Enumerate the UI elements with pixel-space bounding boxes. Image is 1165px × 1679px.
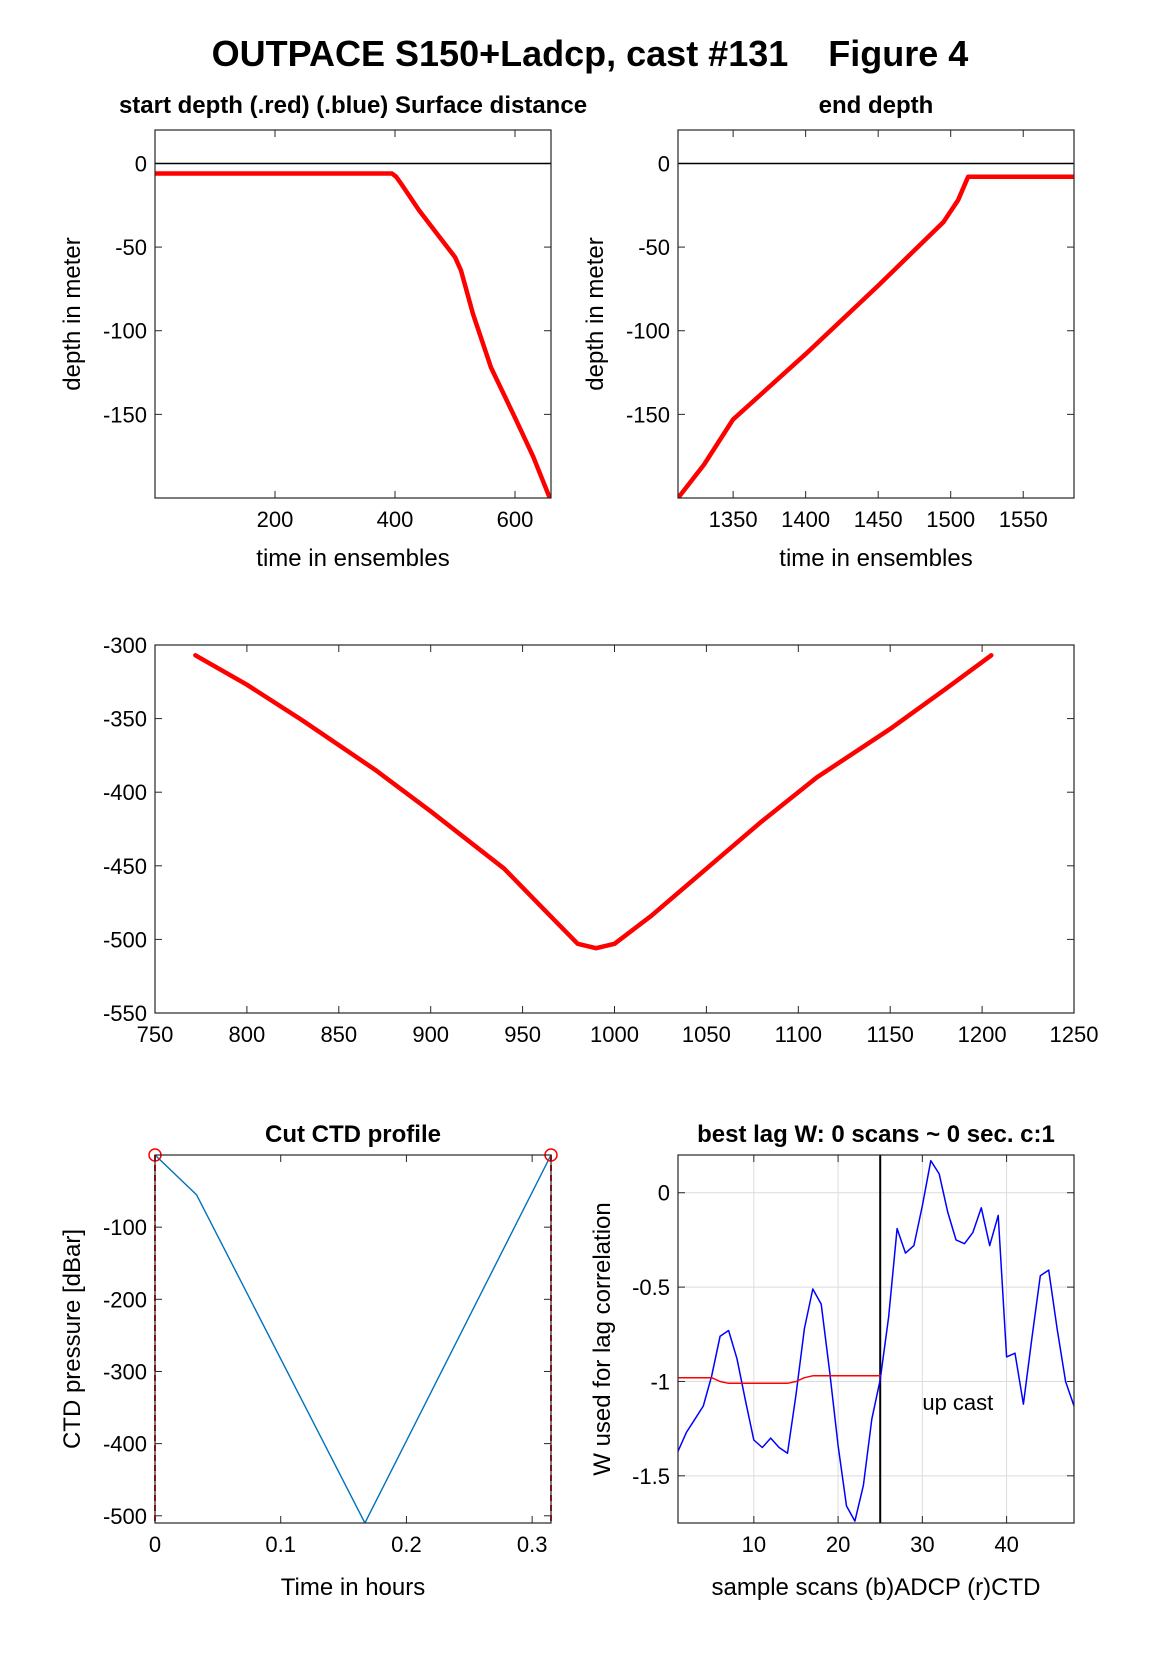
axes-title: start depth (.red) (.blue) Surface dista… bbox=[119, 92, 587, 119]
y-tick-label: -500 bbox=[103, 927, 147, 952]
x-tick-label: 950 bbox=[504, 1022, 541, 1047]
y-tick-label: -150 bbox=[626, 402, 670, 427]
y-tick-label: -1 bbox=[650, 1369, 670, 1394]
x-tick-label: 900 bbox=[412, 1022, 449, 1047]
axes-box bbox=[677, 1154, 1075, 1524]
y-tick-label: -1.5 bbox=[632, 1464, 670, 1489]
y-tick-label: -550 bbox=[103, 1001, 147, 1026]
y-axis-label: W used for lag correlation bbox=[589, 1202, 616, 1475]
x-tick-label: 20 bbox=[826, 1532, 850, 1557]
x-tick-label: 1500 bbox=[926, 507, 975, 532]
series-line-1 bbox=[155, 1155, 551, 1523]
x-tick-label: 0.1 bbox=[265, 1532, 296, 1557]
y-tick-label: 0 bbox=[658, 1181, 670, 1206]
y-tick-label: -50 bbox=[115, 235, 147, 260]
y-tick-label: 0 bbox=[658, 151, 670, 176]
x-tick-label: 0.2 bbox=[391, 1532, 422, 1557]
y-tick-label: 0 bbox=[135, 151, 147, 176]
x-axis-label: time in ensembles bbox=[779, 545, 972, 572]
chart-end: 1350 1400 1450 1500 1550 0 -50 -100 -150 end dept… bbox=[582, 92, 1075, 572]
axes-box bbox=[677, 129, 1075, 499]
x-tick-label: 200 bbox=[257, 507, 294, 532]
annotation-up-cast: up cast bbox=[922, 1390, 993, 1415]
series-line-2 bbox=[678, 1375, 881, 1385]
axes-title: best lag W: 0 scans ~ 0 sec. c:1 bbox=[697, 1121, 1055, 1148]
series-line-1 bbox=[155, 171, 551, 498]
series-line-1 bbox=[678, 1159, 1074, 1522]
x-tick-label: 0.3 bbox=[517, 1532, 548, 1557]
x-tick-label: 30 bbox=[910, 1532, 934, 1557]
x-axis-label: time in ensembles bbox=[256, 545, 449, 572]
series-line-1 bbox=[678, 174, 1074, 498]
figure-title: OUTPACE S150+Ladcp, cast #131 Figure 4 bbox=[212, 33, 969, 74]
x-tick-label: 1050 bbox=[682, 1022, 731, 1047]
y-tick-label: -300 bbox=[103, 1359, 147, 1384]
chart-ctd: 0 0.1 0.2 0.3 -100 -200 -300 -400 -500 Cut CTD pr… bbox=[59, 1121, 558, 1601]
y-tick-label: -50 bbox=[638, 235, 670, 260]
y-tick-label: -100 bbox=[626, 319, 670, 344]
y-tick-label: -100 bbox=[103, 1215, 147, 1240]
x-tick-label: 600 bbox=[497, 507, 534, 532]
x-tick-label: 1400 bbox=[781, 507, 830, 532]
y-tick-label: -300 bbox=[103, 633, 147, 658]
y-tick-label: -400 bbox=[103, 780, 147, 805]
y-tick-label: -450 bbox=[103, 854, 147, 879]
x-tick-label: 40 bbox=[994, 1532, 1018, 1557]
axes-box bbox=[154, 129, 552, 499]
y-tick-label: -350 bbox=[103, 707, 147, 732]
chart-lag: 10 20 30 40 0 -0.5 -1 -1.5 up cast best lag W: 0 … bbox=[589, 1121, 1075, 1601]
axes-title: Cut CTD profile bbox=[265, 1121, 441, 1148]
x-tick-label: 1450 bbox=[854, 507, 903, 532]
series-line-1 bbox=[193, 653, 994, 951]
x-tick-label: 1150 bbox=[867, 1022, 914, 1047]
x-tick-label: 850 bbox=[320, 1022, 357, 1047]
x-axis-label: Time in hours bbox=[281, 1574, 426, 1601]
x-tick-label: 1550 bbox=[999, 507, 1048, 532]
y-tick-label: -200 bbox=[103, 1287, 147, 1312]
x-tick-label: 10 bbox=[742, 1532, 766, 1557]
y-tick-label: -500 bbox=[103, 1504, 147, 1529]
y-tick-label: -0.5 bbox=[632, 1275, 670, 1300]
x-tick-label: 400 bbox=[377, 507, 414, 532]
y-tick-label: -150 bbox=[103, 402, 147, 427]
y-axis-label: depth in meter bbox=[582, 237, 609, 390]
y-axis-label: CTD pressure [dBar] bbox=[59, 1229, 86, 1449]
x-tick-label: 800 bbox=[229, 1022, 266, 1047]
x-tick-label: 1100 bbox=[775, 1022, 822, 1047]
x-axis-label: sample scans (b)ADCP (r)CTD bbox=[712, 1574, 1041, 1601]
x-tick-label: 0 bbox=[149, 1532, 161, 1557]
y-tick-label: -400 bbox=[103, 1432, 147, 1457]
x-tick-label: 1250 bbox=[1050, 1022, 1099, 1047]
x-tick-label: 1000 bbox=[590, 1022, 639, 1047]
axes-box bbox=[154, 1154, 552, 1524]
x-tick-label: 1200 bbox=[958, 1022, 1007, 1047]
chart-middle: 750 800 850 900 950 1000 1050 1100 1150 1200 1250 -… bbox=[103, 633, 1099, 1047]
x-tick-label: 750 bbox=[137, 1022, 174, 1047]
y-axis-label: depth in meter bbox=[59, 237, 86, 390]
axes-box bbox=[154, 644, 1075, 1014]
x-tick-label: 1350 bbox=[709, 507, 758, 532]
y-tick-label: -100 bbox=[103, 319, 147, 344]
chart-start: 200 400 600 0 -50 -100 -150 start depth (.red) … bbox=[59, 92, 587, 572]
axes-title: end depth bbox=[819, 92, 934, 119]
